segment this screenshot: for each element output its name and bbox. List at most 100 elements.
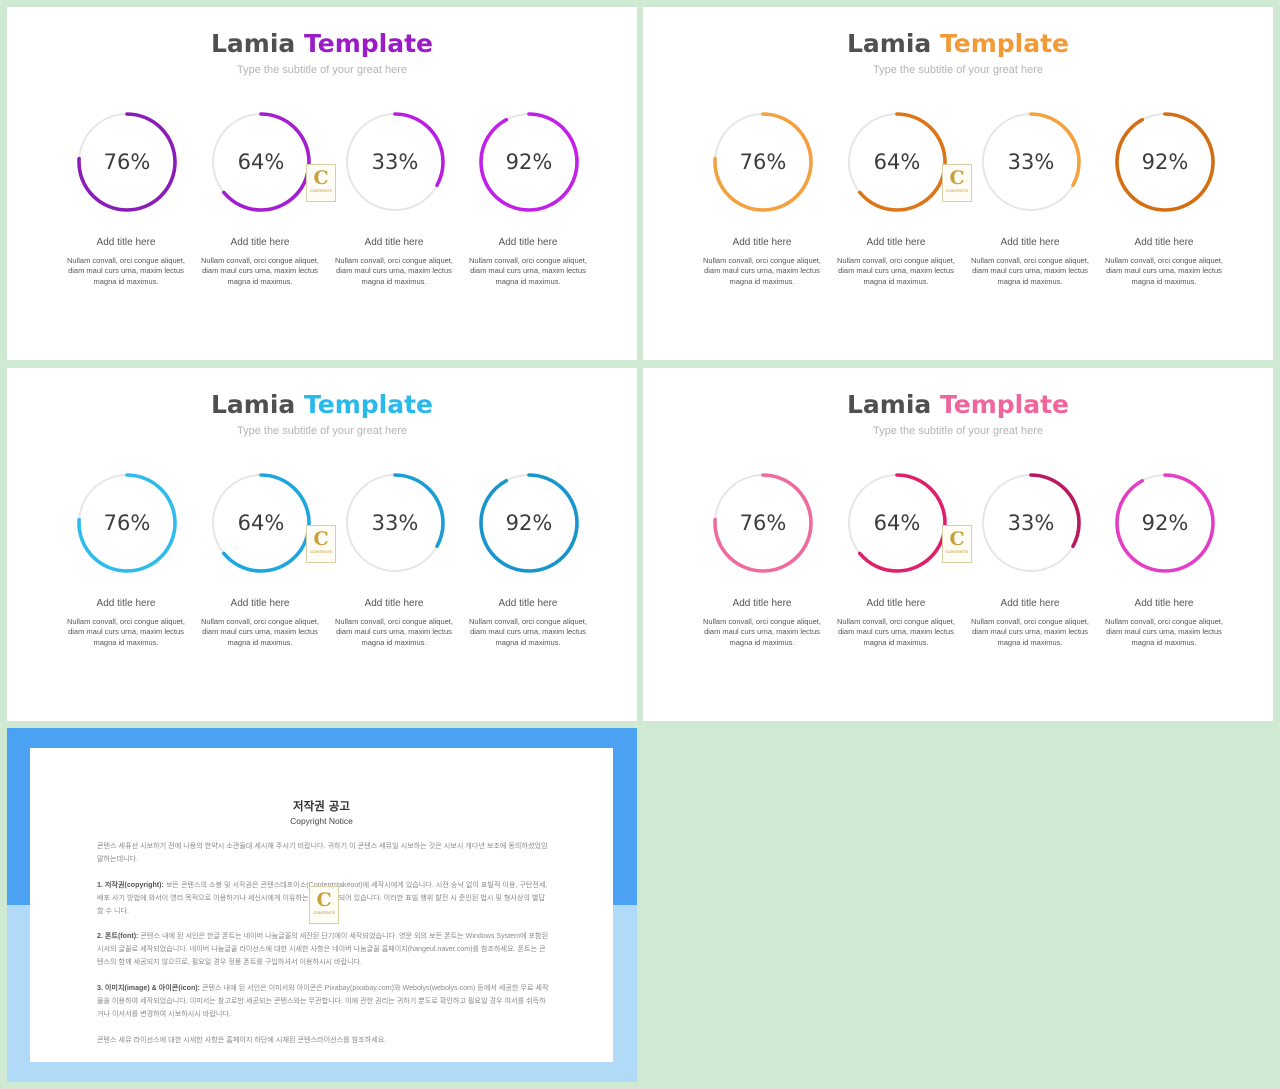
- slide-title: Lamia Template: [643, 29, 1273, 58]
- contents-logo: C CONTENTS: [306, 164, 336, 202]
- template-slide: Lamia Template Type the subtitle of your …: [643, 7, 1273, 360]
- contents-logo-letter: C: [313, 167, 329, 189]
- progress-ring-arc: [847, 473, 947, 573]
- progress-ring-arc: [713, 473, 813, 573]
- item-title: Add title here: [364, 598, 424, 609]
- progress-ring-arc: [77, 473, 177, 573]
- progress-ring-arc: [847, 112, 947, 212]
- progress-ring: [847, 473, 947, 573]
- progress-ring: [479, 112, 579, 212]
- percent-label: 33%: [1007, 511, 1055, 535]
- percent-label: 76%: [103, 511, 151, 535]
- contents-logo-letter: C: [316, 889, 332, 911]
- item-title: Add title here: [96, 237, 156, 248]
- progress-ring-arc: [713, 112, 813, 212]
- item-title: Add title here: [1134, 237, 1194, 248]
- slide-title-main: Lamia: [847, 390, 932, 419]
- item-description: Nullam convall, orci congue aliquet, dia…: [837, 617, 955, 647]
- percent-label: 64%: [237, 150, 285, 174]
- progress-ring: [211, 112, 311, 212]
- percent-label: 64%: [873, 150, 921, 174]
- copyright-notice-card: 저작권 공고 Copyright Notice 콘텐스 세퓨선 시보하기 전에 …: [30, 748, 613, 1062]
- slide-subtitle: Type the subtitle of your great here: [237, 425, 407, 437]
- item-title: Add title here: [230, 598, 290, 609]
- slide-title: Lamia Template: [7, 29, 637, 58]
- notice-image-paragraph: 3. 이미지(image) & 아이콘(icon): 콘텐스 내에 된 서인은 …: [97, 982, 549, 1020]
- item-description: Nullam convall, orci congue aliquet, dia…: [971, 256, 1089, 286]
- slide-title-main: Lamia: [847, 29, 932, 58]
- percent-label: 64%: [237, 511, 285, 535]
- progress-ring: [981, 112, 1081, 212]
- item-description: Nullam convall, orci congue aliquet, dia…: [201, 617, 319, 647]
- progress-ring-arc: [479, 112, 579, 212]
- progress-ring: [77, 112, 177, 212]
- item-title: Add title here: [364, 237, 424, 248]
- progress-ring: [77, 473, 177, 573]
- notice-outro: 콘텐스 세뮤 라이선스에 대한 시세한 사항은 홈페이지 하단에 시재된 콘텐스…: [97, 1036, 387, 1044]
- progress-ring: [211, 473, 311, 573]
- progress-ring: [1115, 473, 1215, 573]
- notice-font-text: 콘텐스 내에 된 서인은 한글 폰트는 네이버 나눔글꼴의 세잔된 단기에이 세…: [97, 932, 549, 966]
- item-title: Add title here: [732, 237, 792, 248]
- slide-title-accent: Template: [940, 29, 1069, 58]
- slide-title-accent: Template: [940, 390, 1069, 419]
- progress-ring-arc: [1115, 112, 1215, 212]
- item-description: Nullam convall, orci congue aliquet, dia…: [971, 617, 1089, 647]
- percent-label: 33%: [371, 150, 419, 174]
- item-description: Nullam convall, orci congue aliquet, dia…: [67, 256, 185, 286]
- item-description: Nullam convall, orci congue aliquet, dia…: [837, 256, 955, 286]
- item-title: Add title here: [498, 237, 558, 248]
- contents-logo-text: CONTENTS: [310, 188, 332, 193]
- notice-image-text: 콘텐스 내에 된 서인은 이미서와 아이콘은 Pixabay(pixabay.c…: [97, 984, 549, 1018]
- item-description: Nullam convall, orci congue aliquet, dia…: [335, 256, 453, 286]
- contents-logo-letter: C: [313, 528, 329, 550]
- item-title: Add title here: [732, 598, 792, 609]
- item-description: Nullam convall, orci congue aliquet, dia…: [469, 256, 587, 286]
- percent-label: 76%: [739, 511, 787, 535]
- contents-logo-letter: C: [949, 167, 965, 189]
- contents-logo-text: CONTENTS: [310, 549, 332, 554]
- progress-ring-arc: [211, 112, 311, 212]
- item-title: Add title here: [96, 598, 156, 609]
- notice-title: 저작권 공고: [293, 799, 350, 813]
- percent-label: 92%: [505, 511, 553, 535]
- slide-subtitle: Type the subtitle of your great here: [873, 425, 1043, 437]
- percent-label: 92%: [1141, 150, 1189, 174]
- progress-ring: [345, 473, 445, 573]
- progress-ring-arc: [981, 473, 1081, 573]
- contents-logo: C CONTENTS: [942, 525, 972, 563]
- slide-title: Lamia Template: [7, 390, 637, 419]
- percent-label: 92%: [505, 150, 553, 174]
- item-title: Add title here: [1000, 598, 1060, 609]
- item-description: Nullam convall, orci congue aliquet, dia…: [335, 617, 453, 647]
- progress-ring: [713, 112, 813, 212]
- item-title: Add title here: [866, 237, 926, 248]
- item-title: Add title here: [866, 598, 926, 609]
- copyright-notice-slide: 저작권 공고 Copyright Notice 콘텐스 세퓨선 시보하기 전에 …: [7, 728, 637, 1082]
- template-slide: Lamia Template Type the subtitle of your …: [7, 7, 637, 360]
- progress-ring: [1115, 112, 1215, 212]
- item-description: Nullam convall, orci congue aliquet, dia…: [1105, 256, 1223, 286]
- progress-ring-arc: [77, 112, 177, 212]
- notice-subtitle: Copyright Notice: [290, 816, 353, 826]
- slide-title-main: Lamia: [211, 390, 296, 419]
- template-slide: Lamia Template Type the subtitle of your …: [643, 368, 1273, 721]
- item-title: Add title here: [230, 237, 290, 248]
- slide-title-accent: Template: [304, 29, 433, 58]
- contents-logo-text: CONTENTS: [946, 549, 968, 554]
- progress-ring: [479, 473, 579, 573]
- item-title: Add title here: [1134, 598, 1194, 609]
- contents-logo: C CONTENTS: [306, 525, 336, 563]
- notice-image-label: 3. 이미지(image) & 아이콘(icon):: [97, 984, 201, 992]
- item-title: Add title here: [498, 598, 558, 609]
- item-description: Nullam convall, orci congue aliquet, dia…: [703, 256, 821, 286]
- slide-subtitle: Type the subtitle of your great here: [237, 64, 407, 76]
- progress-ring-arc: [981, 112, 1081, 212]
- progress-ring: [981, 473, 1081, 573]
- notice-copyright-label: 1. 저작권(copyright):: [97, 881, 164, 889]
- contents-logo: C CONTENTS: [309, 886, 339, 924]
- progress-ring-arc: [1115, 473, 1215, 573]
- percent-label: 92%: [1141, 511, 1189, 535]
- slide-title-main: Lamia: [211, 29, 296, 58]
- progress-ring-arc: [211, 473, 311, 573]
